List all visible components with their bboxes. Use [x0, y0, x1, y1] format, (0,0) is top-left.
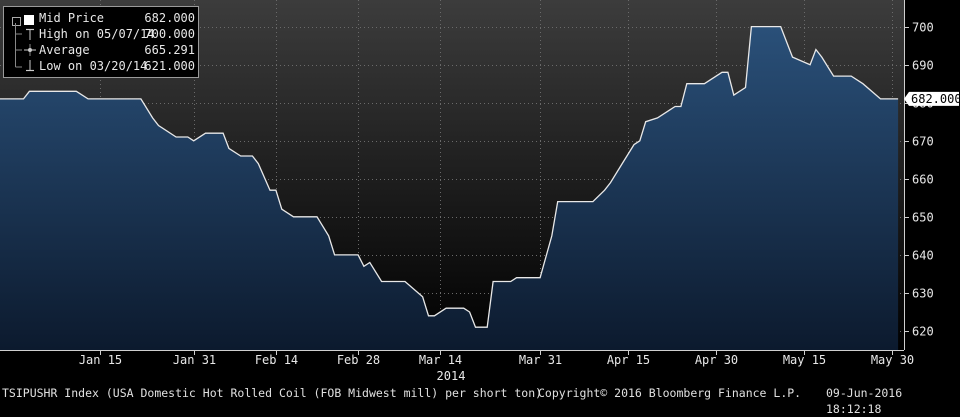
average-marker-icon — [24, 44, 36, 56]
series-swatch — [24, 15, 34, 25]
x-tick-label: Mar 14 — [419, 353, 462, 367]
legend-row-mid: Mid Price 682.000 — [4, 10, 198, 26]
legend-mid-label: Mid Price — [39, 11, 105, 25]
series-line-mid-price — [0, 25, 899, 328]
y-tick-label: 660 — [912, 173, 934, 187]
legend-mid-value: 682.000 — [144, 11, 195, 25]
x-axis-year-label: 2014 — [437, 369, 466, 383]
legend-average-value: 665.291 — [144, 43, 195, 57]
footer-copyright: Copyright© 2016 Bloomberg Finance L.P. — [538, 386, 802, 400]
legend-row-high: High on 05/07/14 700.000 — [4, 26, 198, 42]
legend-low-label: Low on 03/20/14 — [39, 59, 148, 73]
collapse-box-icon[interactable] — [12, 17, 21, 26]
y-tick-label: 640 — [912, 249, 934, 263]
legend-low-value: 621.000 — [144, 59, 195, 73]
legend-row-average: Average 665.291 — [4, 42, 198, 58]
y-tick-label: 650 — [912, 211, 934, 225]
legend-row-low: Low on 03/20/14 621.000 — [4, 58, 198, 74]
y-tick-label: 690 — [912, 59, 934, 73]
x-tick-label: May 30 — [871, 353, 914, 367]
footer-index-description: TSIPUSHR Index (USA Domestic Hot Rolled … — [2, 386, 543, 400]
x-tick-label: Jan 31 — [173, 353, 216, 367]
x-tick-label: May 15 — [783, 353, 826, 367]
x-tick-label: Mar 31 — [519, 353, 562, 367]
legend-high-value: 700.000 — [144, 27, 195, 41]
y-tick-label: 620 — [912, 325, 934, 339]
y-tick-label: 670 — [912, 135, 934, 149]
y-tick-label: 630 — [912, 287, 934, 301]
series-area-mid-price — [0, 26, 899, 350]
legend-tree-lines — [15, 23, 22, 68]
x-tick-label: Feb 14 — [255, 353, 298, 367]
last-price-label: 682.000 — [911, 92, 960, 106]
x-tick-label: Apr 30 — [695, 353, 738, 367]
x-tick-label: Jan 15 — [79, 353, 122, 367]
y-tick-label: 700 — [912, 21, 934, 35]
legend-average-label: Average — [39, 43, 90, 57]
footer-timestamp: 09-Jun-2016 18:12:18 — [826, 386, 903, 416]
x-tick-label: Apr 15 — [607, 353, 650, 367]
legend-high-label: High on 05/07/14 — [39, 27, 155, 41]
last-price-badge: 682.000 — [904, 91, 960, 106]
high-marker-icon — [26, 28, 34, 40]
x-tick-label: Feb 28 — [337, 353, 380, 367]
low-marker-icon — [26, 60, 34, 72]
legend: Mid Price 682.000 High on 05/07/14 700.0… — [3, 6, 199, 78]
